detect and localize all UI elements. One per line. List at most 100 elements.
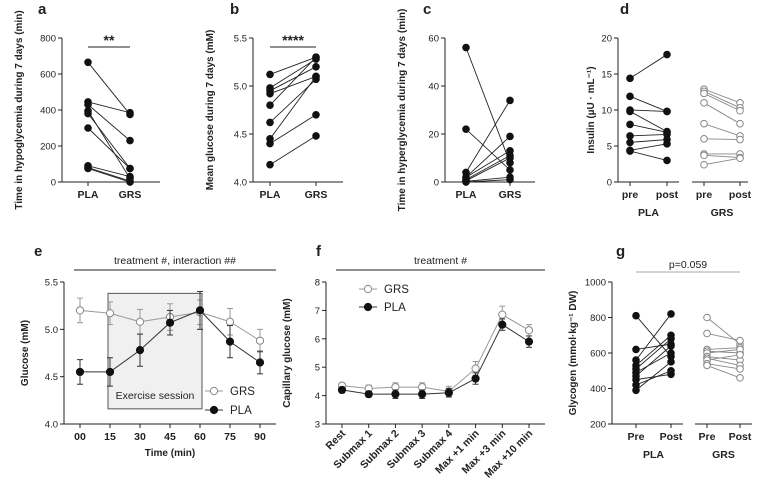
- pair-line: [87, 110, 131, 179]
- data-point: [524, 337, 534, 346]
- data-point: [663, 156, 671, 165]
- data-point: [266, 118, 274, 127]
- data-point: [700, 135, 708, 143]
- y-axis-label: Time in hyperglycemia during 7 days (min…: [397, 9, 408, 212]
- data-point: [667, 349, 675, 357]
- exercise-session-box: [107, 292, 203, 410]
- group-label: GRS: [712, 449, 735, 461]
- data-point: [663, 140, 671, 148]
- data-point: [266, 70, 274, 79]
- pair-line: [703, 102, 741, 125]
- data-point: [312, 72, 320, 81]
- data-point: [703, 313, 711, 322]
- pair-line: [629, 109, 668, 112]
- data-point: [736, 106, 744, 115]
- data-point: [126, 108, 134, 117]
- pair-line: [706, 354, 741, 361]
- pair-line: [629, 111, 668, 132]
- data-point: [462, 125, 470, 133]
- pair-line: [706, 317, 741, 345]
- series-line: [341, 313, 530, 392]
- y-tick-label: 5.0: [45, 325, 58, 336]
- data-point: [736, 135, 744, 144]
- y-tick-label: 5.5: [45, 278, 58, 289]
- y-axis-label: Glucose (mM): [20, 320, 31, 386]
- x-tick-label: PLA: [78, 189, 99, 201]
- data-point: [667, 342, 675, 350]
- data-point: [312, 132, 320, 140]
- x-tick-label: GRS: [119, 189, 142, 201]
- x-tick-label: pre: [622, 189, 639, 201]
- x-tick-label: PLA: [456, 189, 477, 201]
- legend-label: GRS: [384, 284, 409, 296]
- y-tick-label: 10: [601, 106, 612, 117]
- data-point: [506, 154, 514, 162]
- pair-line: [703, 93, 741, 112]
- y-tick-label: 15: [601, 70, 612, 81]
- pair-line: [269, 114, 317, 144]
- data-point: [736, 350, 744, 359]
- data-point: [126, 164, 134, 173]
- pair-line: [87, 127, 131, 169]
- y-tick-label: 1000: [585, 278, 606, 289]
- data-point: [312, 53, 320, 62]
- pair-line: [635, 373, 672, 381]
- data-point: [663, 107, 671, 116]
- panel-label-f: f: [316, 243, 322, 260]
- data-point: [312, 63, 320, 71]
- pair-line: [703, 154, 741, 158]
- pair-line: [635, 343, 672, 350]
- pair-line: [629, 150, 668, 161]
- data-point: [632, 386, 640, 395]
- data-point: [736, 374, 744, 382]
- data-point: [667, 310, 675, 318]
- panel-title: treatment #: [414, 255, 467, 267]
- pair-line: [706, 349, 741, 354]
- y-tick-label: 4: [315, 391, 320, 402]
- legend-entry-grs: GRS: [359, 284, 409, 296]
- data-point: [255, 336, 265, 345]
- y-axis-label: Time in hypoglycemia during 7 days (min): [14, 10, 25, 209]
- data-point: [632, 345, 640, 354]
- data-point: [700, 119, 708, 128]
- pair-line: [269, 56, 317, 106]
- x-tick-label: PLA: [260, 189, 281, 201]
- y-tick-label: 5.0: [234, 82, 247, 93]
- data-point: [225, 317, 235, 326]
- pair-line: [87, 165, 131, 178]
- data-point: [700, 99, 708, 107]
- pair-line: [635, 370, 672, 386]
- panel-label-b: b: [230, 1, 239, 18]
- panel-g-y-axis: 200 400 600 800 1000 Glycogen (mmol·kg⁻¹ DW): [568, 278, 613, 431]
- pair-line: [465, 155, 511, 180]
- data-point: [209, 405, 219, 415]
- group-label: GRS: [711, 207, 734, 219]
- panel-label-d: d: [620, 1, 629, 18]
- data-point: [126, 136, 134, 145]
- pair-line: [629, 143, 668, 151]
- panel-d-y-axis: 0 5 10 15 20 Insulin (µU · mL⁻¹): [586, 34, 619, 189]
- data-point: [506, 96, 514, 105]
- data-point: [418, 390, 427, 399]
- y-tick-label: 800: [40, 34, 56, 45]
- data-point: [471, 374, 480, 383]
- data-point: [84, 100, 92, 109]
- x-tick-label: 60: [194, 431, 206, 443]
- pair-line: [465, 150, 511, 178]
- panel-f-series-pla: [337, 318, 534, 399]
- data-point: [700, 160, 708, 169]
- legend-label: PLA: [384, 302, 406, 314]
- data-point: [626, 147, 634, 155]
- panel-label-e: e: [34, 243, 42, 260]
- data-point: [626, 120, 634, 129]
- y-tick-label: 7: [315, 306, 320, 317]
- pair-line: [269, 56, 317, 75]
- data-point: [667, 335, 675, 343]
- data-point: [84, 124, 92, 132]
- exercise-session-label: Exercise session: [116, 390, 195, 402]
- data-point: [75, 367, 85, 377]
- pair-line: [629, 123, 668, 133]
- x-tick-label: 15: [104, 431, 116, 443]
- pair-line: [703, 123, 741, 137]
